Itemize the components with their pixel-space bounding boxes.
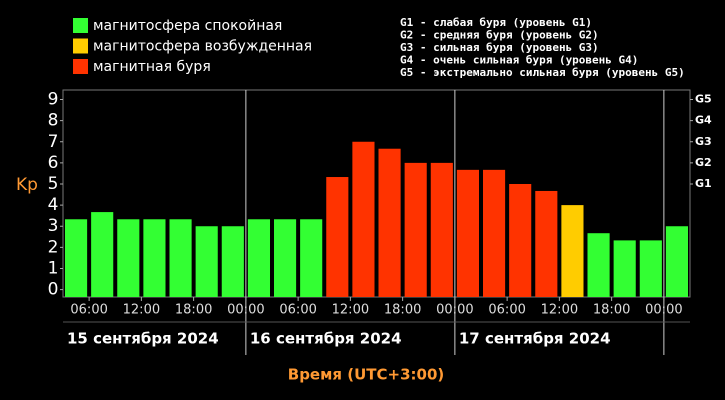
- bar: [378, 148, 401, 297]
- bar: [65, 219, 88, 297]
- x-tick-label: 06:00: [279, 303, 316, 318]
- y2-tick-label: G3: [695, 135, 712, 148]
- y-tick-label: 1: [48, 258, 59, 278]
- bar: [483, 169, 506, 297]
- bar: [326, 177, 349, 297]
- storm-level-label: G5 - экстремально сильная буря (уровень …: [400, 66, 685, 79]
- bar: [430, 162, 453, 297]
- legend-label: магнитосфера возбужденная: [93, 39, 312, 55]
- x-tick-label: 00:00: [227, 303, 264, 318]
- y2-tick-label: G5: [695, 93, 712, 106]
- bar: [221, 226, 244, 297]
- x-tick-label: 12:00: [123, 303, 160, 318]
- date-label: 17 сентября 2024: [459, 330, 611, 348]
- x-tick-label: 12:00: [541, 303, 578, 318]
- bar: [509, 183, 532, 297]
- x-tick-label: 18:00: [593, 303, 630, 318]
- bar: [274, 219, 297, 297]
- bar: [535, 190, 558, 297]
- y-tick-label: 3: [48, 216, 59, 236]
- legend-label: магнитосфера спокойная: [93, 18, 282, 34]
- y-tick-label: 4: [48, 195, 59, 215]
- storm-level-label: G3 - сильная буря (уровень G3): [400, 41, 599, 54]
- bar: [665, 226, 688, 297]
- y2-tick-label: G2: [695, 156, 712, 169]
- y-tick-label: 6: [48, 153, 59, 173]
- legend-swatch: [73, 38, 88, 54]
- bar: [639, 240, 662, 297]
- bar: [613, 240, 636, 297]
- x-axis-label: Время (UTC+3:00): [288, 366, 444, 384]
- x-tick-label: 00:00: [436, 303, 473, 318]
- y-tick-label: 9: [48, 90, 59, 110]
- y-tick-label: 0: [48, 280, 59, 300]
- date-label: 15 сентября 2024: [67, 330, 219, 348]
- legend-swatch: [73, 59, 88, 74]
- bar: [91, 212, 114, 297]
- x-tick-label: 12:00: [332, 303, 369, 318]
- bar: [404, 162, 427, 297]
- y2-tick-label: G4: [695, 114, 712, 127]
- storm-level-label: G2 - средняя буря (уровень G2): [400, 29, 599, 42]
- storm-level-label: G4 - очень сильная буря (уровень G4): [400, 54, 638, 67]
- bar: [195, 226, 218, 297]
- bar: [117, 219, 140, 297]
- bar: [169, 219, 192, 297]
- x-tick-label: 18:00: [384, 303, 421, 318]
- y-tick-label: 2: [48, 237, 59, 257]
- storm-level-label: G1 - слабая буря (уровень G1): [400, 16, 592, 29]
- y-tick-label: 7: [48, 132, 59, 152]
- y-axis-label: Kp: [16, 175, 38, 195]
- y-tick-label: 8: [48, 111, 59, 131]
- bar: [456, 169, 479, 297]
- x-tick-label: 06:00: [488, 303, 525, 318]
- x-tick-label: 06:00: [70, 303, 107, 318]
- bar: [247, 219, 270, 297]
- bar: [587, 233, 610, 297]
- legend-label: магнитная буря: [93, 59, 211, 75]
- y2-tick-label: G1: [695, 177, 712, 190]
- x-tick-label: 00:00: [645, 303, 682, 318]
- bar: [143, 219, 166, 297]
- bar: [352, 141, 375, 297]
- x-tick-label: 18:00: [175, 303, 212, 318]
- plot-area: [62, 89, 691, 298]
- bar: [561, 205, 584, 297]
- date-label: 16 сентября 2024: [250, 330, 402, 348]
- bar: [300, 219, 323, 297]
- legend-swatch: [73, 18, 88, 33]
- y-tick-label: 5: [48, 174, 59, 194]
